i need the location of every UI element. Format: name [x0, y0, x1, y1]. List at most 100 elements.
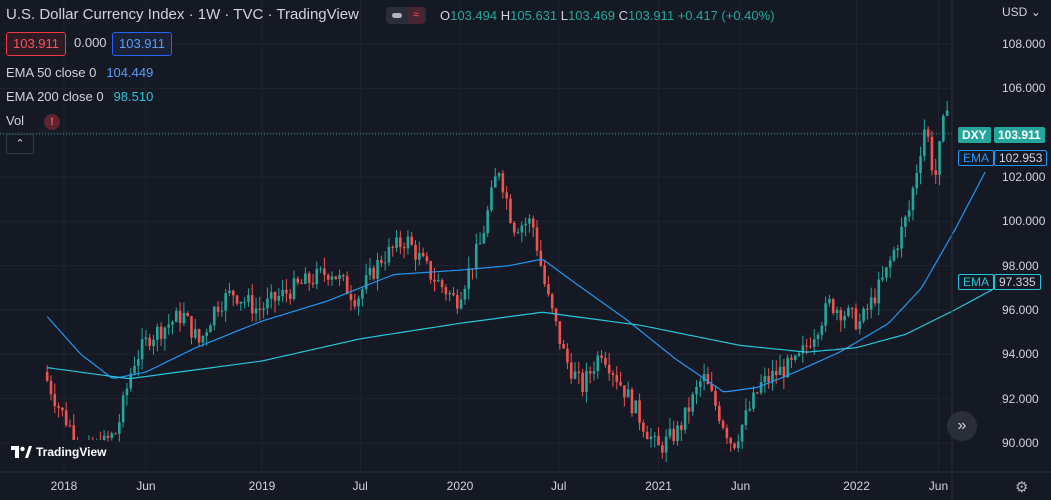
chart-title: U.S. Dollar Currency Index · 1W · TVC · … — [6, 6, 359, 23]
candle-body — [850, 308, 854, 310]
ema-b-price-tag: EMA 97.335 — [958, 274, 1050, 290]
candle-body — [744, 410, 748, 426]
candle-body — [626, 389, 630, 398]
legend-visibility-toggle[interactable]: ≈ — [386, 7, 426, 24]
candle — [497, 171, 501, 181]
candle-body — [186, 313, 189, 317]
candle-body — [562, 344, 565, 349]
hide-icon[interactable] — [392, 13, 402, 18]
candle-body — [566, 348, 569, 363]
sell-button[interactable]: 103.911 — [6, 32, 67, 56]
symbol-tag-name: DXY — [958, 127, 991, 143]
candle-body — [866, 308, 869, 310]
candle-body — [57, 406, 60, 408]
buy-button[interactable]: 103.911 — [112, 32, 173, 56]
candle — [53, 383, 57, 414]
candle-body — [797, 353, 801, 356]
collapse-legend-button[interactable]: ⌃ — [6, 134, 34, 154]
scroll-to-realtime-button[interactable]: » — [947, 411, 977, 441]
candle — [782, 358, 786, 390]
candle-body — [243, 301, 246, 303]
time-tick-label: Jun — [928, 479, 949, 493]
legend-ema50[interactable]: EMA 50 close 0 104.449 — [6, 65, 153, 80]
candle — [623, 385, 626, 407]
candle-body — [585, 371, 588, 392]
candle-body — [486, 210, 489, 234]
candle-body — [399, 237, 402, 248]
candle — [797, 351, 801, 358]
time-tick-label: 2021 — [645, 479, 672, 493]
candle — [926, 126, 930, 143]
candle — [323, 257, 326, 282]
candle-body — [106, 435, 110, 438]
candle-body — [220, 310, 224, 312]
candle-body — [212, 306, 216, 326]
warning-icon[interactable]: ! — [44, 113, 61, 130]
candle-body — [531, 218, 535, 228]
candle — [683, 407, 687, 434]
settings-gear-icon[interactable]: ⚙ — [1015, 479, 1029, 496]
candle-body — [455, 295, 459, 309]
candle — [539, 240, 543, 268]
candle — [733, 442, 736, 451]
candle — [493, 167, 497, 188]
ema-b-tag-name: EMA — [958, 274, 995, 290]
candle-body — [269, 292, 273, 299]
time-tick-label: Jun — [730, 479, 751, 493]
currency-selector[interactable]: USD ⌄ — [1002, 5, 1041, 19]
candle-body — [414, 244, 417, 260]
candle-body — [854, 308, 858, 330]
candle — [224, 288, 227, 322]
candle — [828, 294, 831, 307]
candle — [934, 158, 938, 184]
candle — [288, 289, 292, 305]
candle-body — [493, 176, 497, 188]
legend-ema200[interactable]: EMA 200 close 0 98.510 — [6, 89, 153, 104]
candle — [133, 356, 136, 375]
candle-body — [182, 313, 186, 324]
tradingview-logo[interactable]: TradingView — [6, 440, 114, 464]
candle-body — [801, 345, 805, 354]
candle — [759, 374, 763, 396]
candle-body — [391, 246, 395, 248]
candle-body — [539, 250, 543, 266]
candle-body — [588, 371, 592, 374]
legend-volume[interactable]: Vol! — [6, 113, 61, 130]
candle-body — [885, 267, 888, 278]
candle — [877, 271, 881, 316]
candle-body — [638, 400, 641, 423]
candle-body — [740, 425, 744, 442]
candle-body — [395, 237, 398, 248]
time-tick-label: Jul — [551, 479, 567, 493]
candle-body — [250, 295, 254, 314]
candle-body — [201, 335, 205, 343]
price-tick-label: 100.000 — [1002, 214, 1046, 229]
candle-body — [349, 294, 353, 301]
candle-body — [687, 407, 691, 412]
candle-body — [64, 410, 68, 426]
candle-body — [509, 198, 512, 223]
candle — [148, 333, 152, 351]
candle-body — [345, 276, 349, 295]
candle-body — [239, 301, 243, 304]
candle-body — [228, 290, 231, 294]
candle-body — [577, 371, 581, 373]
candle-body — [482, 233, 486, 244]
candle-body — [174, 310, 178, 322]
candle — [528, 214, 531, 233]
candle-body — [368, 267, 372, 276]
candle-body — [888, 260, 892, 268]
candle-body — [110, 433, 114, 438]
candle-body — [695, 386, 698, 395]
candle — [174, 307, 178, 323]
high-key: H — [500, 8, 511, 23]
candle — [406, 230, 410, 255]
chart-type-icon[interactable]: ≈ — [408, 7, 424, 24]
candle-body — [592, 371, 596, 374]
candle — [535, 219, 539, 257]
candle-body — [319, 268, 322, 270]
candle — [569, 352, 573, 384]
candle — [228, 282, 231, 297]
candle — [505, 186, 508, 211]
